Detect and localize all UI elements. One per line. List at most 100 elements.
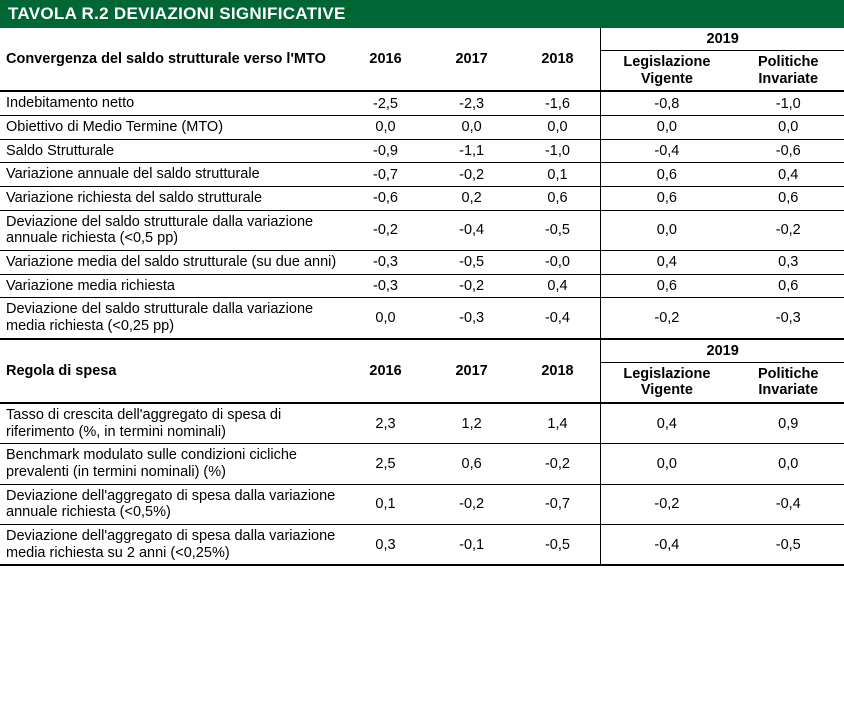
cell-value: 0,9 — [732, 403, 844, 444]
cell-value: -0,2 — [342, 210, 428, 250]
cell-value: -0,0 — [515, 251, 601, 275]
table-row: Deviazione dell'aggregato di spesa dalla… — [0, 525, 844, 566]
cell-value: 0,3 — [732, 251, 844, 275]
cell-value: -1,0 — [515, 139, 601, 163]
cell-value: -0,7 — [342, 163, 428, 187]
col2-group-2019: 2019 — [601, 339, 844, 363]
col-group-2019: 2019 — [601, 28, 844, 51]
cell-value: 1,2 — [429, 403, 515, 444]
cell-value: -1,1 — [429, 139, 515, 163]
cell-value: -0,2 — [429, 274, 515, 298]
cell-value: 0,4 — [601, 251, 733, 275]
cell-value: -0,8 — [601, 91, 733, 115]
cell-value: -0,2 — [601, 484, 733, 524]
table-title: TAVOLA R.2 DEVIAZIONI SIGNIFICATIVE — [0, 0, 844, 28]
col2-politiche: PoliticheInvariate — [732, 362, 844, 403]
table-row: Saldo Strutturale-0,9-1,1-1,0-0,4-0,6 — [0, 139, 844, 163]
row-label: Deviazione dell'aggregato di spesa dalla… — [0, 525, 342, 566]
row-label: Indebitamento netto — [0, 91, 342, 115]
col2-2016: 2016 — [342, 339, 428, 403]
cell-value: -0,5 — [515, 210, 601, 250]
col-politiche: PoliticheInvariate — [732, 51, 844, 92]
table-row: Tasso di crescita dell'aggregato di spes… — [0, 403, 844, 444]
section2-header-row1: Regola di spesa 2016 2017 2018 2019 — [0, 339, 844, 363]
row-label: Variazione media del saldo strutturale (… — [0, 251, 342, 275]
subcol-label: LegislazioneVigente — [623, 366, 710, 399]
table-container: TAVOLA R.2 DEVIAZIONI SIGNIFICATIVE Conv… — [0, 0, 844, 566]
cell-value: 0,0 — [601, 210, 733, 250]
cell-value: 0,1 — [515, 163, 601, 187]
cell-value: 0,4 — [601, 403, 733, 444]
cell-value: -0,4 — [732, 484, 844, 524]
section1-body: Indebitamento netto-2,5-2,3-1,6-0,8-1,0O… — [0, 91, 844, 338]
cell-value: -0,1 — [429, 525, 515, 566]
table-row: Deviazione dell'aggregato di spesa dalla… — [0, 484, 844, 524]
table-row: Indebitamento netto-2,5-2,3-1,6-0,8-1,0 — [0, 91, 844, 115]
cell-value: 0,6 — [601, 274, 733, 298]
cell-value: -0,2 — [515, 444, 601, 484]
table-row: Variazione media richiesta-0,3-0,20,40,6… — [0, 274, 844, 298]
cell-value: -0,4 — [601, 139, 733, 163]
cell-value: -0,3 — [342, 251, 428, 275]
subcol-label: PoliticheInvariate — [758, 54, 818, 87]
cell-value: -0,2 — [601, 298, 733, 339]
row-label: Variazione richiesta del saldo struttura… — [0, 187, 342, 211]
row-label: Tasso di crescita dell'aggregato di spes… — [0, 403, 342, 444]
cell-value: -1,6 — [515, 91, 601, 115]
cell-value: 0,6 — [732, 274, 844, 298]
cell-value: -0,2 — [732, 210, 844, 250]
col-legislazione: LegislazioneVigente — [601, 51, 733, 92]
cell-value: 0,4 — [515, 274, 601, 298]
cell-value: -0,4 — [515, 298, 601, 339]
cell-value: 0,0 — [732, 444, 844, 484]
cell-value: -2,3 — [429, 91, 515, 115]
cell-value: -0,4 — [601, 525, 733, 566]
cell-value: 0,0 — [342, 116, 428, 140]
cell-value: -0,4 — [429, 210, 515, 250]
table-row: Variazione media del saldo strutturale (… — [0, 251, 844, 275]
col-2017: 2017 — [429, 28, 515, 91]
table-row: Variazione richiesta del saldo struttura… — [0, 187, 844, 211]
col-2018: 2018 — [515, 28, 601, 91]
row-label: Benchmark modulato sulle condizioni cicl… — [0, 444, 342, 484]
cell-value: 0,0 — [601, 444, 733, 484]
cell-value: 2,3 — [342, 403, 428, 444]
row-label: Saldo Strutturale — [0, 139, 342, 163]
cell-value: 2,5 — [342, 444, 428, 484]
cell-value: 0,3 — [342, 525, 428, 566]
col2-2017: 2017 — [429, 339, 515, 403]
table-row: Deviazione del saldo strutturale dalla v… — [0, 298, 844, 339]
cell-value: 0,1 — [342, 484, 428, 524]
col-2016: 2016 — [342, 28, 428, 91]
cell-value: -0,2 — [429, 163, 515, 187]
cell-value: -0,3 — [429, 298, 515, 339]
section2-body: Tasso di crescita dell'aggregato di spes… — [0, 403, 844, 565]
cell-value: -0,3 — [342, 274, 428, 298]
col2-legislazione: LegislazioneVigente — [601, 362, 733, 403]
cell-value: 0,0 — [429, 116, 515, 140]
cell-value: -0,5 — [732, 525, 844, 566]
cell-value: 0,6 — [601, 163, 733, 187]
subcol-label: PoliticheInvariate — [758, 366, 818, 399]
cell-value: 0,6 — [732, 187, 844, 211]
row-label: Obiettivo di Medio Termine (MTO) — [0, 116, 342, 140]
section1-heading: Convergenza del saldo strutturale verso … — [0, 28, 342, 91]
data-table: Convergenza del saldo strutturale verso … — [0, 28, 844, 566]
table-row: Variazione annuale del saldo strutturale… — [0, 163, 844, 187]
section1-header-row1: Convergenza del saldo strutturale verso … — [0, 28, 844, 51]
col2-2018: 2018 — [515, 339, 601, 403]
cell-value: -0,7 — [515, 484, 601, 524]
cell-value: -0,6 — [342, 187, 428, 211]
cell-value: 0,0 — [732, 116, 844, 140]
cell-value: -0,5 — [515, 525, 601, 566]
cell-value: -0,6 — [732, 139, 844, 163]
cell-value: 0,0 — [342, 298, 428, 339]
cell-value: 0,2 — [429, 187, 515, 211]
section2-heading: Regola di spesa — [0, 339, 342, 403]
cell-value: 0,4 — [732, 163, 844, 187]
cell-value: 0,6 — [601, 187, 733, 211]
row-label: Deviazione del saldo strutturale dalla v… — [0, 298, 342, 339]
cell-value: -0,2 — [429, 484, 515, 524]
cell-value: -0,9 — [342, 139, 428, 163]
cell-value: 0,0 — [515, 116, 601, 140]
